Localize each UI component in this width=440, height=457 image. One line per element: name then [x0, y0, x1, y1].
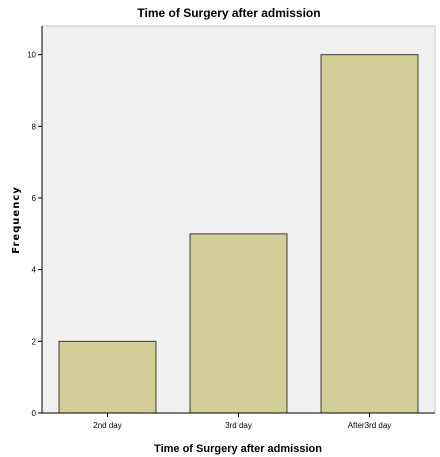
bars-group — [58, 54, 419, 414]
bar-after3rd-day — [320, 54, 419, 414]
y-axis-title: Frequency — [11, 186, 22, 254]
x-tick-label: After3rd day — [348, 421, 392, 430]
x-axis-ticks: 2nd day 3rd day After3rd day — [93, 413, 391, 430]
bar-2nd-day — [58, 340, 157, 414]
x-tick-label: 3rd day — [225, 421, 252, 430]
y-tick-label: 4 — [32, 266, 37, 275]
bar-3rd-day — [189, 233, 288, 414]
y-tick-label: 0 — [32, 409, 37, 418]
chart-title: Time of Surgery after admission — [137, 6, 320, 20]
y-tick-label: 10 — [27, 51, 36, 60]
y-axis-ticks: 0 2 4 6 8 10 — [27, 51, 42, 418]
x-tick-label: 2nd day — [93, 421, 121, 430]
y-tick-label: 2 — [32, 337, 37, 346]
y-tick-label: 8 — [32, 122, 37, 131]
x-axis-title: Time of Surgery after admission — [154, 443, 322, 455]
y-tick-label: 6 — [32, 194, 37, 203]
